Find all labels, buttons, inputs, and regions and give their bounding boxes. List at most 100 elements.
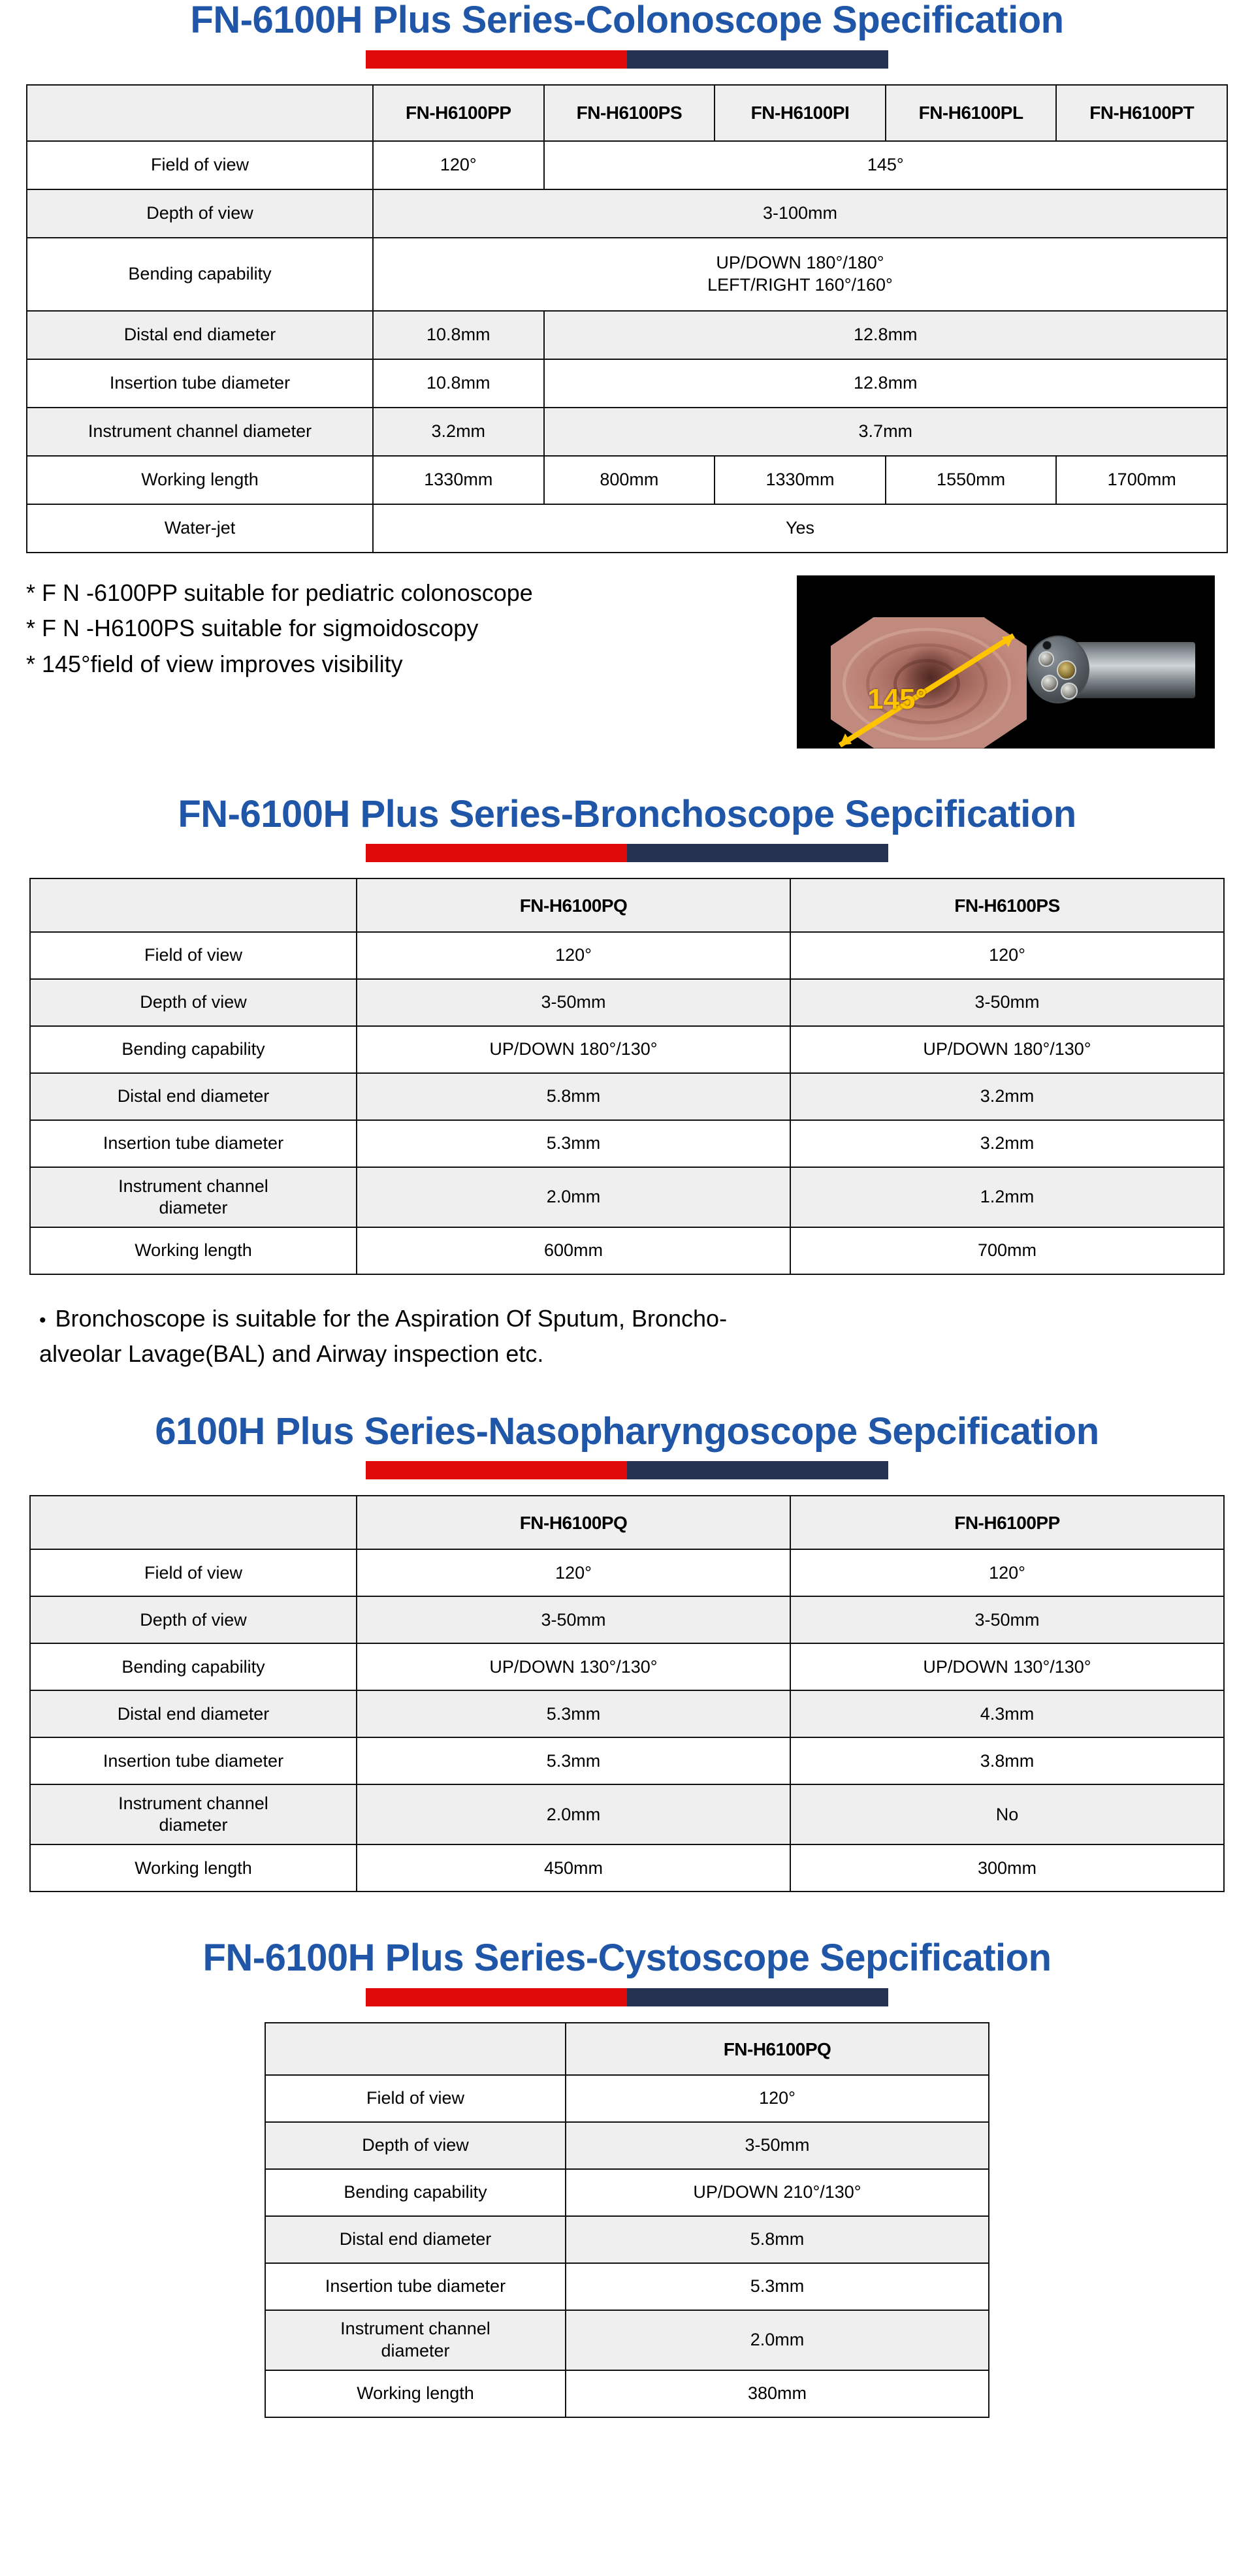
accent-bar-navy-segment <box>627 844 888 863</box>
cell-value: 3-100mm <box>372 188 1228 238</box>
cell-value: 3-50mm <box>790 978 1225 1027</box>
model-header-3: FN-H6100PL <box>884 84 1057 142</box>
cell-value: 120° <box>790 1549 1225 1598</box>
cell-value: 3.2mm <box>372 406 545 457</box>
cell-value: UP/DOWN 180°/180° LEFT/RIGHT 160°/160° <box>372 236 1228 312</box>
nasopharyngoscope-spec-table: FN-H6100PQ FN-H6100PP Field of view 120°… <box>29 1495 1225 1893</box>
accent-bar-red-segment <box>366 1461 627 1480</box>
cell-value: 2.0mm <box>356 1784 791 1846</box>
cell-value: UP/DOWN 130°/130° <box>790 1643 1225 1692</box>
table-row: Bending capability UP/DOWN 210°/130° <box>265 2168 989 2217</box>
note-bullet-text: Bronchoscope is suitable for the Aspirat… <box>39 1305 728 1367</box>
cell-value: 10.8mm <box>372 358 545 408</box>
cell-value: 10.8mm <box>372 310 545 360</box>
section-title-cystoscope: FN-6100H Plus Series-Cystoscope Sepcific… <box>202 1937 1052 1980</box>
accent-bar <box>366 1988 888 2007</box>
cell-value: 300mm <box>790 1844 1225 1893</box>
row-label: Bending capability <box>29 1643 357 1692</box>
table-row: Field of view 120° 120° <box>29 1549 1225 1598</box>
table-row: Instrument channel diameter 2.0mm No <box>29 1784 1225 1846</box>
cell-value: 120° <box>356 931 791 980</box>
rowhead-blank-cell <box>29 1495 357 1551</box>
cell-value: 3.2mm <box>790 1072 1225 1121</box>
row-label: Depth of view <box>26 188 374 238</box>
section-header-cystoscope: FN-6100H Plus Series-Cystoscope Sepcific… <box>0 1937 1254 2007</box>
table-row: Working length 450mm 300mm <box>29 1844 1225 1893</box>
row-label: Field of view <box>29 1549 357 1598</box>
row-label: Field of view <box>29 931 357 980</box>
section-title-nasopharyngoscope: 6100H Plus Series-Nasopharyngoscope Sepc… <box>155 1409 1099 1453</box>
model-header-1: FN-H6100PS <box>543 84 716 142</box>
section-title-bronchoscope: FN-6100H Plus Series-Bronchoscope Sepcif… <box>178 792 1076 835</box>
table-row: Insertion tube diameter 10.8mm 12.8mm <box>26 358 1229 408</box>
table-row: Distal end diameter 5.3mm 4.3mm <box>29 1690 1225 1739</box>
row-label: Distal end diameter <box>265 2215 566 2264</box>
model-header-4: FN-H6100PT <box>1055 84 1228 142</box>
row-label: Distal end diameter <box>29 1072 357 1121</box>
cell-value: 380mm <box>565 2370 989 2419</box>
cell-value: 5.8mm <box>356 1072 791 1121</box>
cell-value: UP/DOWN 130°/130° <box>356 1643 791 1692</box>
endoscope-product-figure: 145° <box>797 575 1215 749</box>
accent-bar-red-segment <box>366 1988 627 2007</box>
table-row: Depth of view 3-50mm 3-50mm <box>29 1596 1225 1645</box>
cell-value: 700mm <box>790 1227 1225 1276</box>
row-label: Working length <box>26 455 374 505</box>
table-row: Insertion tube diameter 5.3mm 3.8mm <box>29 1737 1225 1786</box>
cell-value: UP/DOWN 210°/130° <box>565 2168 989 2217</box>
row-label: Working length <box>265 2370 566 2419</box>
table-row: Insertion tube diameter 5.3mm <box>265 2262 989 2311</box>
table-header-row: FN-H6100PQ <box>265 2022 989 2076</box>
note-line: * F N -6100PP suitable for pediatric col… <box>26 579 533 606</box>
table-row: Working length 600mm 700mm <box>29 1227 1225 1276</box>
cell-value: 1330mm <box>714 455 886 505</box>
accent-bar-red-segment <box>366 844 627 863</box>
light-guide-lens <box>1038 651 1054 667</box>
accent-bar <box>366 844 888 863</box>
cell-value: 1.2mm <box>790 1167 1225 1229</box>
cell-value: UP/DOWN 180°/130° <box>356 1025 791 1074</box>
objective-lens <box>1057 660 1076 680</box>
table-row: Distal end diameter 5.8mm <box>265 2215 989 2264</box>
cell-value: 5.3mm <box>356 1119 791 1168</box>
table-row: Depth of view 3-50mm 3-50mm <box>29 978 1225 1027</box>
row-label: Bending capability <box>29 1025 357 1074</box>
row-label: Insertion tube diameter <box>29 1737 357 1786</box>
table-row: Instrument channel diameter 2.0mm 1.2mm <box>29 1167 1225 1229</box>
cell-value: 2.0mm <box>565 2310 989 2372</box>
section-header-nasopharyngoscope: 6100H Plus Series-Nasopharyngoscope Sepc… <box>0 1411 1254 1480</box>
cell-value: 120° <box>372 140 545 190</box>
cell-value: 145° <box>543 140 1229 190</box>
cell-value: 5.8mm <box>565 2215 989 2264</box>
section-header-colonoscope: FN-6100H Plus Series-Colonoscope Specifi… <box>0 0 1254 69</box>
instrument-channel-opening <box>1061 682 1078 700</box>
table-row: Water-jet Yes <box>26 503 1228 553</box>
cell-value: No <box>790 1784 1225 1846</box>
rowhead-blank-cell <box>265 2022 566 2076</box>
row-label: Instrument channel diameter <box>29 1784 357 1846</box>
accent-bar-navy-segment <box>627 50 888 69</box>
cell-value: 1550mm <box>884 455 1057 505</box>
row-label: Insertion tube diameter <box>265 2262 566 2311</box>
cell-value: 3.7mm <box>543 406 1229 457</box>
table-row: Insertion tube diameter 5.3mm 3.2mm <box>29 1119 1225 1168</box>
model-header-2: FN-H6100PI <box>714 84 886 142</box>
note-bullet-item: • Bronchoscope is suitable for the Aspira… <box>39 1301 784 1371</box>
cell-value: 450mm <box>356 1844 791 1893</box>
row-label: Working length <box>29 1227 357 1276</box>
row-label: Depth of view <box>265 2121 566 2170</box>
table-row: Bending capability UP/DOWN 180°/180° LEF… <box>26 236 1228 312</box>
accent-bar-red-segment <box>366 50 627 69</box>
colonoscope-notes-row: * F N -6100PP suitable for pediatric col… <box>0 575 1254 749</box>
model-header-0: FN-H6100PQ <box>565 2022 989 2076</box>
cell-value: 12.8mm <box>543 358 1229 408</box>
row-label: Field of view <box>26 140 374 190</box>
row-label: Instrument channel diameter <box>29 1167 357 1229</box>
row-label: Instrument channel diameter <box>26 406 374 457</box>
cell-value: 800mm <box>543 455 716 505</box>
row-label: Instrument channel diameter <box>265 2310 566 2372</box>
fov-label: 145° <box>867 683 927 715</box>
model-header-0: FN-H6100PQ <box>356 1495 791 1551</box>
cell-value: 1700mm <box>1055 455 1228 505</box>
row-label: Bending capability <box>26 236 374 312</box>
